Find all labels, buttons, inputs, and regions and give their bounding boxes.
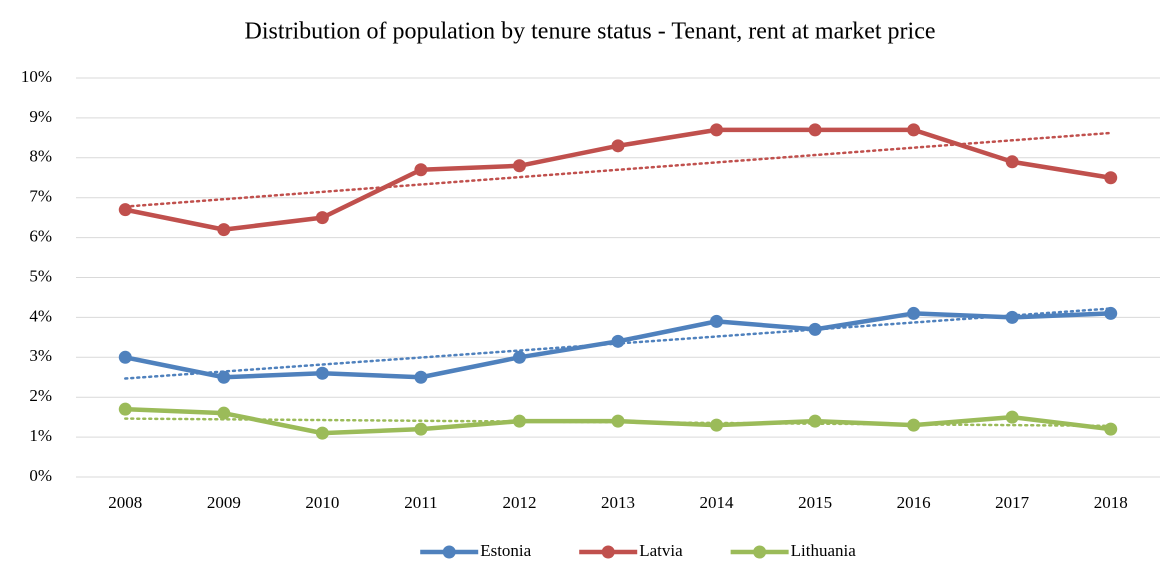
y-tick-label: 3% xyxy=(29,346,52,365)
data-point xyxy=(907,123,921,137)
data-point xyxy=(315,366,329,380)
x-tick-label: 2011 xyxy=(404,493,437,512)
y-tick-label: 0% xyxy=(29,466,52,485)
data-point xyxy=(808,123,822,137)
y-tick-label: 9% xyxy=(29,107,52,126)
y-tick-label: 1% xyxy=(29,426,52,445)
x-tick-label: 2010 xyxy=(305,493,339,512)
y-tick-label: 8% xyxy=(29,147,52,166)
data-point xyxy=(710,123,724,137)
data-point xyxy=(414,163,428,177)
data-point xyxy=(1005,310,1019,324)
data-point xyxy=(414,370,428,384)
legend-marker xyxy=(442,545,456,559)
data-point xyxy=(315,426,329,440)
data-point xyxy=(512,159,526,173)
y-tick-label: 2% xyxy=(29,386,52,405)
data-point xyxy=(808,322,822,336)
data-point xyxy=(710,314,724,328)
trendline xyxy=(124,131,1112,208)
data-point xyxy=(512,350,526,364)
data-point xyxy=(118,402,132,416)
data-point xyxy=(118,203,132,217)
legend-label: Estonia xyxy=(480,541,531,560)
data-point xyxy=(611,334,625,348)
data-point xyxy=(907,306,921,320)
data-point xyxy=(217,223,231,237)
y-tick-label: 6% xyxy=(29,227,52,246)
data-point xyxy=(118,350,132,364)
legend-marker xyxy=(753,545,767,559)
data-point xyxy=(808,414,822,428)
x-tick-label: 2015 xyxy=(798,493,832,512)
data-point xyxy=(1005,155,1019,169)
data-point xyxy=(710,418,724,432)
data-point xyxy=(512,414,526,428)
x-tick-label: 2014 xyxy=(700,493,735,512)
data-point xyxy=(611,139,625,153)
x-tick-label: 2016 xyxy=(897,493,931,512)
x-tick-label: 2012 xyxy=(502,493,536,512)
chart-title: Distribution of population by tenure sta… xyxy=(244,19,935,45)
legend-label: Latvia xyxy=(639,541,683,560)
y-tick-label: 5% xyxy=(29,266,52,285)
legend-marker xyxy=(601,545,615,559)
y-tick-label: 10% xyxy=(21,67,52,86)
x-tick-label: 2017 xyxy=(995,493,1030,512)
legend-label: Lithuania xyxy=(791,541,857,560)
data-point xyxy=(1104,306,1118,320)
data-point xyxy=(217,406,231,420)
data-point xyxy=(907,418,921,432)
data-point xyxy=(315,211,329,225)
data-point xyxy=(1005,410,1019,424)
x-tick-label: 2008 xyxy=(108,493,142,512)
data-point xyxy=(611,414,625,428)
data-point xyxy=(217,370,231,384)
x-tick-label: 2018 xyxy=(1094,493,1128,512)
data-point xyxy=(1104,422,1118,436)
x-tick-label: 2013 xyxy=(601,493,635,512)
legend: Estonia Latvia Lithuania xyxy=(420,541,856,560)
data-point xyxy=(414,422,428,436)
y-tick-label: 7% xyxy=(29,187,52,206)
y-tick-label: 4% xyxy=(29,306,52,325)
x-tick-label: 2009 xyxy=(207,493,241,512)
data-point xyxy=(1104,171,1118,185)
